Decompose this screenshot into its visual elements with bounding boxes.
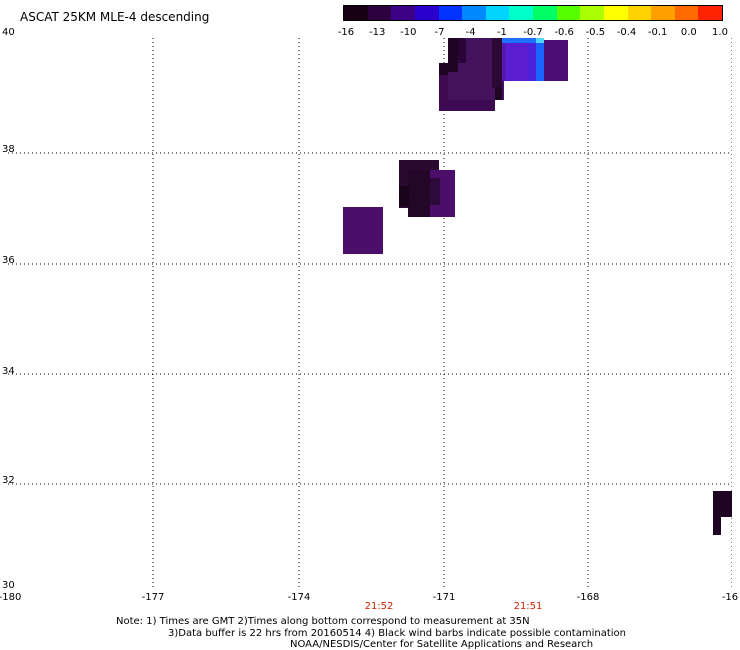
lon-label-168: -168 bbox=[576, 592, 600, 603]
data-cell bbox=[439, 63, 448, 75]
map-frame bbox=[8, 38, 732, 588]
colorbar-segment bbox=[391, 6, 415, 20]
colorbar-label: -13 bbox=[368, 27, 386, 38]
chart-title: ASCAT 25KM MLE-4 descending bbox=[20, 10, 210, 24]
colorbar-segment bbox=[627, 6, 652, 20]
lat-label-30: 30 bbox=[2, 580, 15, 591]
data-cell bbox=[536, 43, 544, 81]
note-line-1: Note: 1) Times are GMT 2)Times along bot… bbox=[116, 616, 530, 627]
colorbar-label: -0.1 bbox=[647, 27, 668, 38]
data-cell bbox=[343, 207, 383, 254]
data-cell bbox=[713, 491, 732, 517]
lat-label-38: 38 bbox=[2, 144, 15, 155]
data-swath-middle bbox=[343, 160, 455, 254]
data-swath-bottom-right bbox=[713, 491, 732, 535]
data-cell bbox=[399, 186, 409, 206]
lon-label-171: -171 bbox=[432, 592, 456, 603]
colorbar-segment bbox=[674, 6, 699, 20]
colorbar-label: -10 bbox=[400, 27, 417, 38]
colorbar-segment bbox=[438, 6, 463, 20]
colorbar-label: -0.5 bbox=[585, 27, 606, 38]
colorbar-label: -7 bbox=[434, 27, 445, 38]
colorbar-segment bbox=[603, 6, 628, 20]
lon-label-177: -177 bbox=[141, 592, 165, 603]
colorbar-label: -0.7 bbox=[523, 27, 543, 38]
colorbar-label: -4 bbox=[465, 27, 476, 38]
gridlines bbox=[8, 38, 732, 588]
data-cell bbox=[502, 38, 544, 43]
colorbar-segment bbox=[462, 6, 486, 20]
data-cell bbox=[713, 517, 721, 535]
colorbar-label: -0.6 bbox=[554, 27, 574, 38]
colorbar-segment bbox=[485, 6, 510, 20]
colorbar-label: -1 bbox=[496, 27, 507, 38]
lat-label-34: 34 bbox=[2, 366, 15, 377]
time-label-2: 21:51 bbox=[513, 601, 543, 612]
colorbar-label: 1.0 bbox=[712, 27, 728, 38]
lon-label-165: -16 bbox=[721, 592, 739, 603]
lat-label-40: 40 bbox=[2, 27, 15, 38]
colorbar-segment bbox=[533, 6, 557, 20]
note-line-2: 3)Data buffer is 22 hrs from 20160514 4)… bbox=[168, 628, 626, 639]
data-swath-top bbox=[439, 38, 568, 111]
data-cell bbox=[430, 178, 440, 205]
colorbar-segment bbox=[580, 6, 604, 20]
time-label-1: 21:52 bbox=[364, 601, 394, 612]
lat-label-36: 36 bbox=[2, 255, 15, 266]
note-line-3: NOAA/NESDIS/Center for Satellite Applica… bbox=[290, 639, 594, 650]
colorbar-segment bbox=[367, 6, 392, 20]
lon-label-174: -174 bbox=[287, 592, 311, 603]
colorbar-segment bbox=[344, 6, 368, 20]
color-scale-bar bbox=[343, 5, 723, 21]
colorbar-segment bbox=[556, 6, 581, 20]
data-cell bbox=[544, 40, 568, 81]
data-cell bbox=[506, 40, 528, 81]
data-cell bbox=[536, 38, 544, 43]
data-cell bbox=[448, 38, 458, 72]
colorbar-label: -16 bbox=[337, 27, 355, 38]
data-cell bbox=[492, 38, 502, 88]
colorbar-label: 0.0 bbox=[680, 27, 697, 38]
data-cell bbox=[458, 38, 466, 63]
colorbar-label: -0.4 bbox=[616, 27, 637, 38]
data-cell bbox=[408, 170, 430, 217]
colorbar-segment bbox=[651, 6, 675, 20]
data-cell bbox=[528, 43, 536, 81]
colorbar-segment bbox=[698, 6, 722, 20]
colorbar-segment bbox=[414, 6, 439, 20]
map-plot bbox=[8, 38, 732, 588]
data-cell bbox=[495, 88, 502, 100]
colorbar-segment bbox=[509, 6, 533, 20]
lon-label-180: -180 bbox=[0, 592, 22, 603]
lat-label-32: 32 bbox=[2, 475, 15, 486]
